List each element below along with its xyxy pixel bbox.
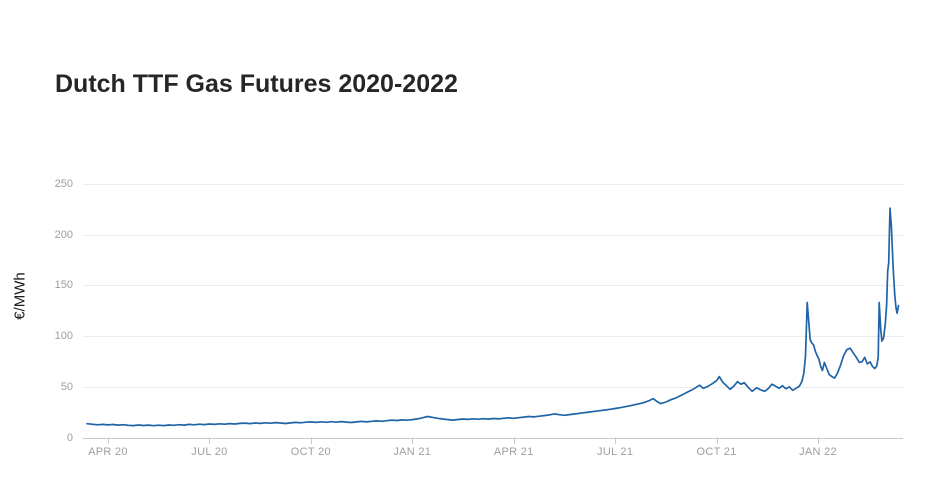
x-tick-label: OCT 20: [290, 446, 331, 458]
x-tick-label: JAN 21: [393, 446, 432, 458]
chart-title: Dutch TTF Gas Futures 2020-2022: [55, 70, 458, 98]
price-line-series: [86, 207, 900, 427]
y-tick-label: 150: [54, 279, 73, 292]
y-tick-label: 200: [54, 228, 73, 241]
x-tick-label: APR 20: [88, 446, 128, 458]
x-tick-label: OCT 21: [696, 446, 737, 458]
y-tick-label: 250: [54, 177, 73, 190]
x-tick-label: JAN 22: [799, 446, 837, 458]
y-tick-label: 100: [54, 330, 73, 342]
x-tick-label: JUL 20: [191, 446, 228, 458]
y-tick-label: 0: [66, 431, 73, 444]
x-tick-label: JUL 21: [597, 446, 634, 458]
y-tick-label: 50: [60, 380, 73, 393]
x-tick-label: APR 21: [493, 446, 534, 458]
